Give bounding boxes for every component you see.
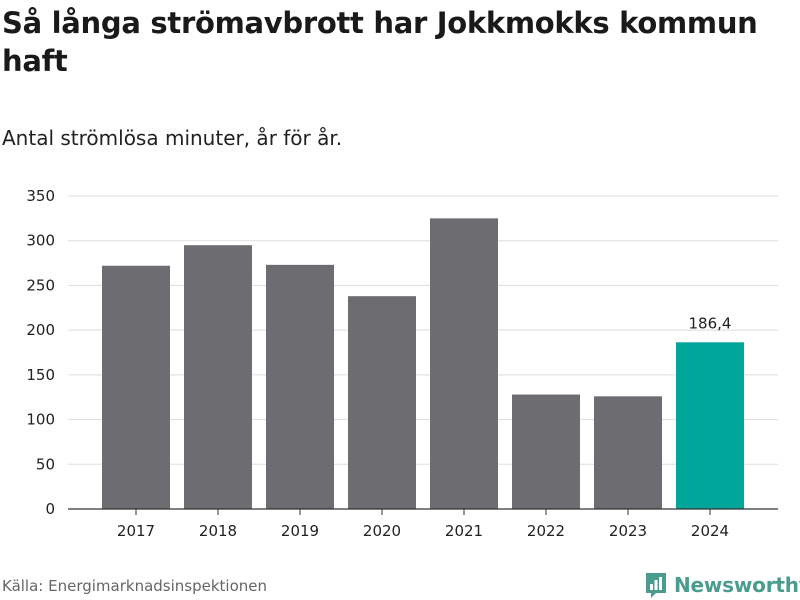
bar xyxy=(266,264,334,509)
y-tick-label: 150 xyxy=(26,366,55,384)
data-label: 186,4 xyxy=(689,314,732,332)
chart-title: Så långa strömavbrott har Jokkmokks komm… xyxy=(2,6,758,78)
y-tick-label: 0 xyxy=(45,500,55,518)
y-tick-label: 300 xyxy=(26,232,55,250)
y-tick-label: 200 xyxy=(26,321,55,339)
bar xyxy=(430,218,498,509)
chart-subtitle: Antal strömlösa minuter, år för år. xyxy=(2,126,343,150)
x-tick-label: 2019 xyxy=(281,522,319,540)
y-tick-label: 350 xyxy=(26,187,55,205)
bar xyxy=(594,396,662,509)
x-tick-label: 2021 xyxy=(445,522,483,540)
bar xyxy=(348,296,416,509)
bar xyxy=(512,394,580,509)
x-tick-label: 2024 xyxy=(691,522,729,540)
bar xyxy=(102,265,170,509)
y-tick-label: 250 xyxy=(26,276,55,294)
bar-chart: 0 50 100 150 200 250 300 350 2017 2018 2019 2020 202… xyxy=(26,187,778,540)
y-tick-label: 50 xyxy=(36,455,55,473)
x-tick-label: 2023 xyxy=(609,522,647,540)
brand-name: Newsworthy xyxy=(674,573,800,597)
bar-highlighted xyxy=(676,342,744,509)
x-tick-label: 2020 xyxy=(363,522,401,540)
brand-logo: Newsworthy xyxy=(644,570,800,600)
x-tick-label: 2018 xyxy=(199,522,237,540)
bar xyxy=(184,245,252,509)
x-tick-label: 2017 xyxy=(117,522,155,540)
source-note: Källa: Energimarknadsinspektionen xyxy=(2,577,268,595)
y-tick-label: 100 xyxy=(26,411,55,429)
x-tick-label: 2022 xyxy=(527,522,565,540)
bar-chart-flag-icon xyxy=(646,573,666,598)
